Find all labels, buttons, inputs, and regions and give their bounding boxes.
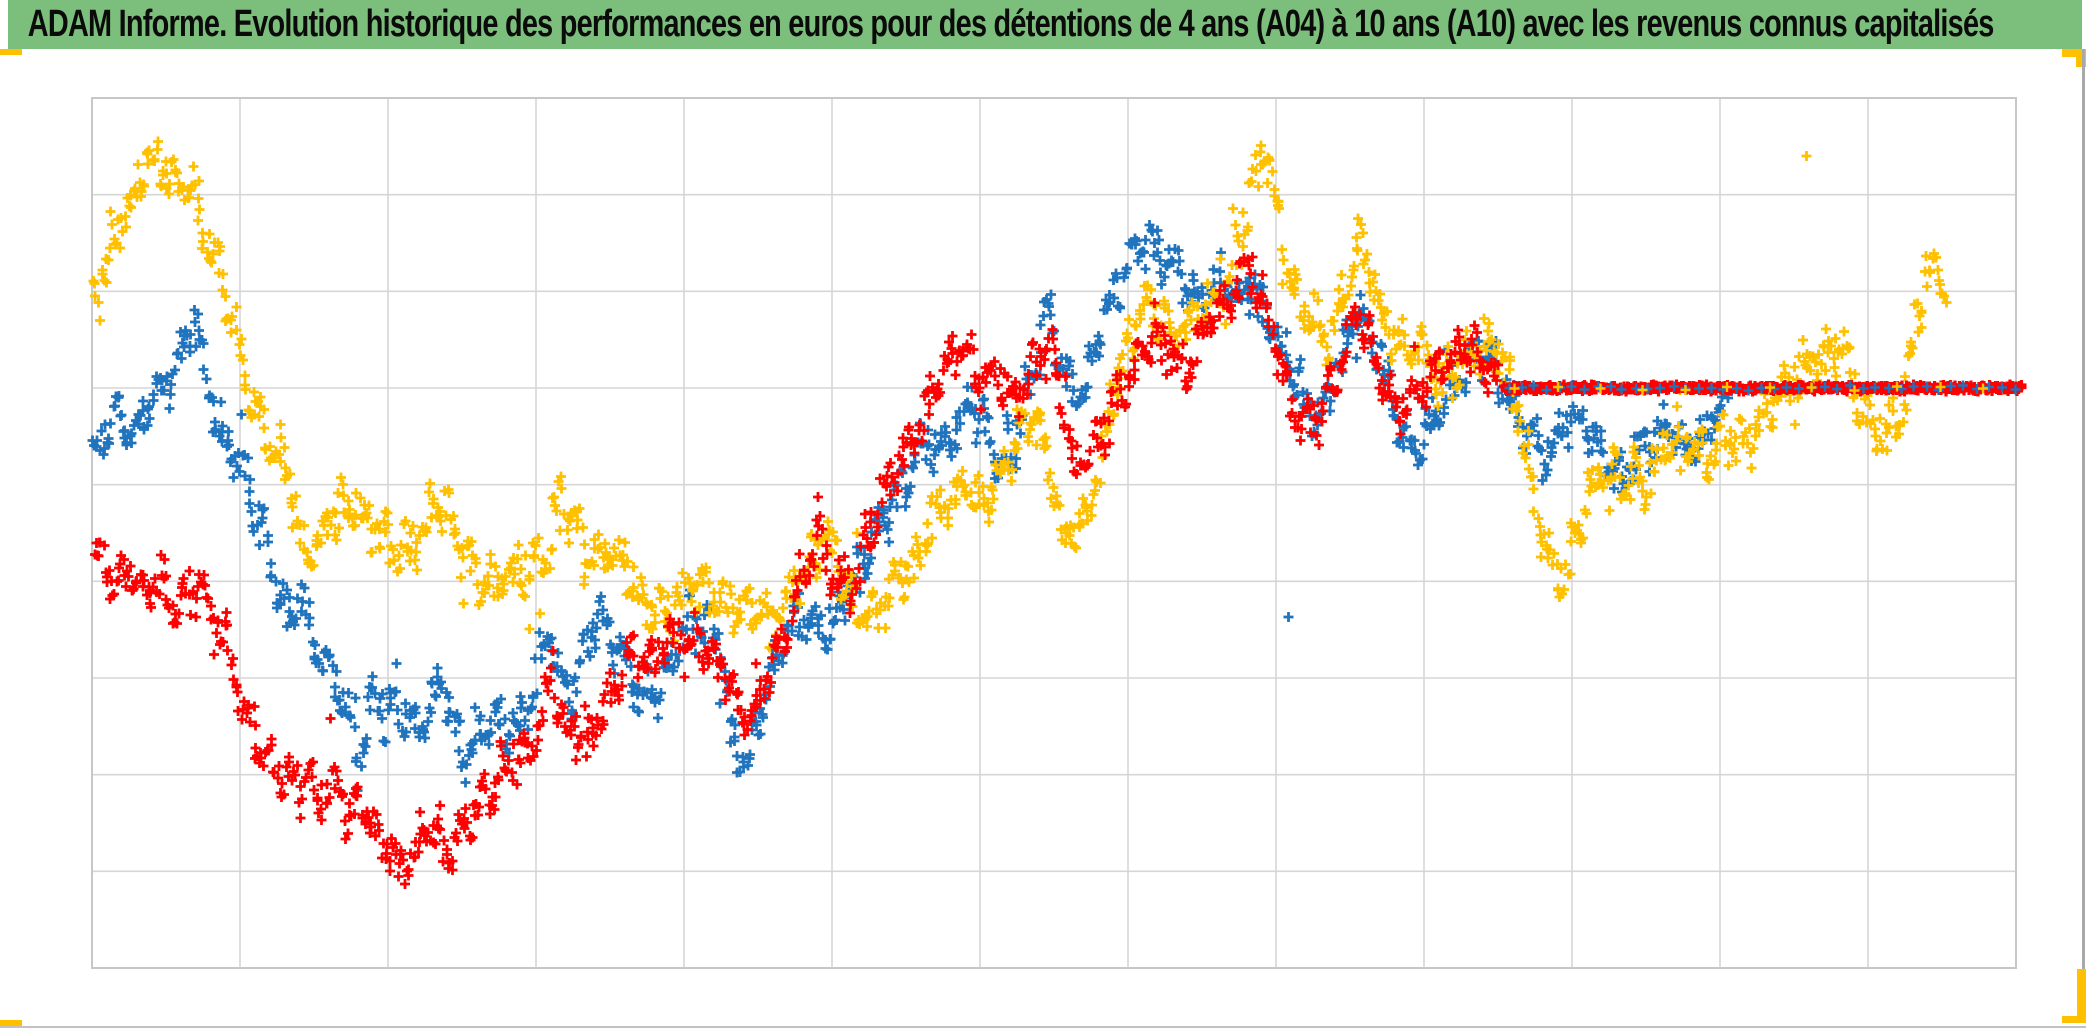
header-bar: ADAM Informe. Evolution historique des p… xyxy=(8,0,2082,49)
corner-accent-top-right-h xyxy=(2062,49,2086,57)
series-yellow xyxy=(88,136,1952,653)
page-title: ADAM Informe. Evolution historique des p… xyxy=(27,3,1995,45)
series-blue xyxy=(87,220,1733,796)
corner-accent-bottom-right-h xyxy=(2062,1016,2086,1023)
window-border-bottom xyxy=(0,1026,2086,1028)
window-border-right xyxy=(2082,49,2085,969)
corner-accent-bottom-left xyxy=(0,1020,22,1028)
flat-line-speckles xyxy=(1509,381,1988,396)
series-layer xyxy=(87,136,2027,889)
corner-accent-bottom-right-v xyxy=(2077,969,2086,1023)
plot-area-border xyxy=(91,97,2017,969)
corner-accent-top-left xyxy=(0,49,22,55)
series-red xyxy=(90,252,1503,889)
corner-accent-top-right-v xyxy=(2076,49,2086,67)
